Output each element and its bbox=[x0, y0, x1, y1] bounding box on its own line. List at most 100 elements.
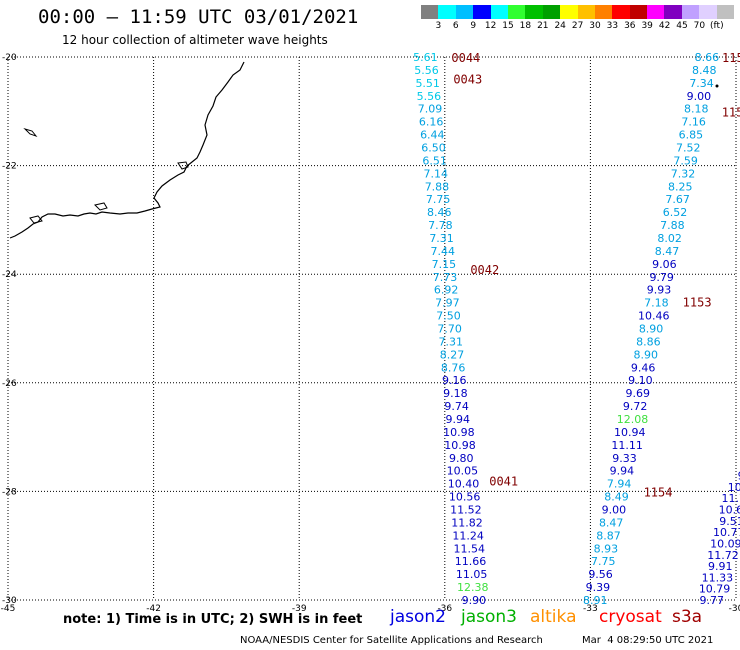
legend-tick-label: 45 bbox=[676, 21, 688, 31]
wave-height-value: 11.79 bbox=[721, 492, 740, 505]
wave-height-value: 10.40 bbox=[448, 478, 480, 491]
wave-height-value: 8.27 bbox=[440, 348, 465, 361]
legend-tick-label: 42 bbox=[658, 21, 671, 31]
wave-height-value: 8.47 bbox=[599, 516, 624, 529]
legend-swatch bbox=[455, 5, 474, 19]
wave-height-value: 11.05 bbox=[456, 568, 488, 581]
wave-height-value: 7.73 bbox=[433, 271, 458, 284]
wave-height-value: 9.06 bbox=[652, 258, 677, 271]
wave-height-value: 9.69 bbox=[626, 387, 651, 400]
legend-swatch bbox=[594, 5, 613, 19]
wave-height-value: 8.49 bbox=[604, 491, 629, 504]
pass-time-label: 0042 bbox=[470, 263, 499, 277]
wave-height-value: 10.46 bbox=[638, 310, 670, 323]
legend-tick-label: 24 bbox=[554, 21, 566, 31]
legend-tick-label: 70 bbox=[693, 21, 706, 31]
legend-altika: altika bbox=[530, 607, 577, 627]
legend-swatch bbox=[542, 5, 561, 19]
wave-height-value: 11.54 bbox=[454, 542, 486, 555]
legend-tick-label: 21 bbox=[537, 21, 549, 31]
wave-height-value: 12.38 bbox=[457, 581, 489, 594]
wave-height-value: 9.00 bbox=[687, 90, 712, 103]
wave-height-value: 8.76 bbox=[441, 361, 466, 374]
wave-height-value: 9.94 bbox=[610, 465, 635, 478]
legend-swatch bbox=[699, 5, 717, 19]
legend-tick-label: 33 bbox=[606, 21, 619, 31]
footer-note: note: 1) Time is in UTC; 2) SWH is in fe… bbox=[63, 612, 363, 627]
legend-tick-label: 3 bbox=[435, 21, 442, 31]
wave-height-value: 11.72 bbox=[707, 549, 739, 562]
legend-swatch bbox=[716, 5, 735, 19]
wave-height-value: 9.94 bbox=[445, 413, 470, 426]
legend-tick-label: 18 bbox=[519, 21, 532, 31]
legend-tick-label: 9 bbox=[470, 21, 477, 31]
pass-time-label: 0043 bbox=[453, 73, 482, 87]
wave-height-value: 8.66 bbox=[695, 51, 720, 64]
wave-height-value: 11.52 bbox=[450, 504, 482, 517]
wave-height-value: 9.93 bbox=[647, 284, 672, 297]
legend-swatch bbox=[438, 5, 456, 19]
legend-tick-label: 30 bbox=[589, 21, 601, 31]
wave-height-value: 6.52 bbox=[663, 206, 688, 219]
wave-height-value: 7.88 bbox=[425, 180, 450, 193]
wave-height-value: 8.25 bbox=[668, 180, 693, 193]
wave-height-value: 9.51 bbox=[719, 515, 740, 528]
wave-height-value: 10.98 bbox=[444, 439, 476, 452]
wave-height-value: 9.91 bbox=[708, 560, 733, 573]
y-tick-label: -20 bbox=[2, 53, 17, 63]
wave-height-value: 7.09 bbox=[418, 103, 443, 116]
wave-height-value: 7.97 bbox=[435, 297, 460, 310]
color-scale-legend bbox=[421, 5, 735, 19]
y-tick-label: -30 bbox=[2, 596, 17, 606]
x-tick-label: -39 bbox=[292, 604, 307, 614]
wave-height-value: 7.59 bbox=[673, 154, 698, 167]
wave-height-value: 5.56 bbox=[417, 90, 442, 103]
wave-height-value: 5.51 bbox=[415, 77, 440, 90]
generation-timestamp: Mar 4 08:29:50 UTC 2021 bbox=[582, 635, 714, 646]
wave-height-value: 10.56 bbox=[449, 491, 481, 504]
wave-height-value: 8.86 bbox=[636, 335, 661, 348]
wave-height-value: 10.77 bbox=[713, 526, 740, 539]
x-tick-label: -36 bbox=[437, 604, 452, 614]
altimeter-tracks: 5.615.565.515.567.096.166.446.506.517.14… bbox=[413, 51, 740, 607]
map-subtitle: 12 hour collection of altimeter wave hei… bbox=[62, 33, 328, 47]
wave-height-value: 9.33 bbox=[612, 452, 637, 465]
wave-height-value: 6.50 bbox=[421, 142, 446, 155]
wave-height-value: 9.56 bbox=[588, 568, 613, 581]
wave-height-value: 9.74 bbox=[444, 400, 469, 413]
wave-height-value: 8.90 bbox=[639, 323, 664, 336]
y-tick-label: -24 bbox=[2, 270, 17, 280]
wave-height-value: 7.50 bbox=[436, 310, 461, 323]
map-grid: -45 -42 -39 -36 -33 -30 -20 -22 -24 -26 -28 -30 bbox=[1, 53, 740, 614]
wave-height-value: 6.16 bbox=[419, 116, 444, 129]
pass-time-label: 115 bbox=[722, 51, 740, 65]
wave-height-value: 7.15 bbox=[432, 258, 457, 271]
wave-height-value: 8.02 bbox=[657, 232, 682, 245]
wave-height-value: 9.18 bbox=[443, 387, 468, 400]
wave-height-value: 8.46 bbox=[427, 206, 452, 219]
x-tick-label: -33 bbox=[583, 604, 598, 614]
legend-swatch bbox=[507, 5, 526, 19]
wave-height-value: 9.79 bbox=[649, 271, 674, 284]
wave-height-value: 10.05 bbox=[447, 465, 479, 478]
pass-time-label: 1153 bbox=[683, 295, 712, 309]
y-tick-label: -22 bbox=[2, 162, 17, 172]
wave-height-value: 11.66 bbox=[455, 555, 487, 568]
wave-height-value: 7.75 bbox=[591, 555, 616, 568]
wave-height-value: 9.90 bbox=[462, 594, 487, 607]
wave-height-value: 7.44 bbox=[430, 245, 455, 258]
x-tick-label: -45 bbox=[1, 604, 16, 614]
pass-time-label: 1152 bbox=[722, 105, 740, 119]
x-tick-label: -30 bbox=[729, 604, 740, 614]
wave-height-value: 11.24 bbox=[452, 529, 484, 542]
y-tick-label: -28 bbox=[2, 487, 17, 497]
wave-height-value: 8.47 bbox=[655, 245, 680, 258]
wave-height-value: 11.11 bbox=[611, 439, 643, 452]
legend-tick-label: (ft) bbox=[710, 21, 724, 31]
coastline bbox=[9, 61, 245, 239]
wave-height-value: 8.18 bbox=[684, 103, 709, 116]
legend-swatch bbox=[473, 5, 491, 19]
legend-swatch bbox=[421, 5, 439, 19]
legend-swatch bbox=[490, 5, 508, 19]
legend-swatch bbox=[525, 5, 543, 19]
